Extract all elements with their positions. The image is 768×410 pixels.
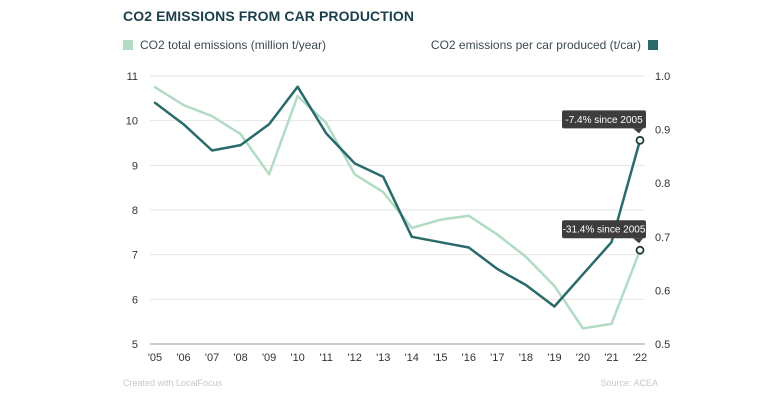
x-axis-tick-label: '21 [604,352,618,364]
x-axis-tick-label: '12 [348,352,362,364]
left-axis-tick-label: 10 [126,116,138,128]
x-axis-tick-label: '14 [405,352,419,364]
footer-source: Source: ACEA [600,378,658,388]
left-axis-tick-label: 7 [132,250,138,262]
annotation-box [562,220,646,239]
annotation-label: -7.4% since 2005 [565,115,643,126]
annotation-box [562,110,646,129]
footer-credit: Created with LocalFocus [123,378,223,388]
left-axis-tick-label: 5 [132,339,138,351]
x-axis-tick-label: '19 [547,352,561,364]
x-axis-tick-label: '07 [205,352,219,364]
right-axis-tick-label: 0.6 [655,285,670,297]
left-axis-tick-label: 11 [127,71,138,83]
series-line-total-emissions [153,85,642,330]
annotation-marker [635,135,645,145]
x-axis-tick-label: '15 [433,352,447,364]
x-axis-tick-label: '09 [262,352,276,364]
x-axis-tick-label: '05 [148,352,162,364]
x-axis-tick-label: '13 [376,352,390,364]
left-axis-tick-label: 6 [132,294,138,306]
right-axis-tick-label: 0.5 [655,339,670,351]
x-axis-tick-label: '20 [576,352,590,364]
right-axis-tick-label: 0.8 [655,178,670,190]
annotation-pointer [633,128,643,134]
chart-title: CO2 EMISSIONS FROM CAR PRODUCTION [123,8,415,24]
x-axis-tick-label: '16 [462,352,476,364]
annotation-label: -31.4% since 2005 [563,225,646,236]
left-axis-tick-label: 8 [132,205,138,217]
right-axis-tick-label: 1.0 [655,71,670,83]
x-axis-tick-label: '06 [176,352,190,364]
right-axis-tick-label: 0.7 [655,232,670,244]
legend-per-car-emissions: CO2 emissions per car produced (t/car) [431,38,658,52]
left-axis-tick-label: 9 [132,160,138,172]
x-axis-tick-label: '18 [519,352,533,364]
x-axis-tick-label: '17 [490,352,504,364]
x-axis-tick-label: '08 [233,352,247,364]
x-axis-tick-label: '10 [290,352,304,364]
series-line-per-car-emissions [153,85,642,308]
legend-label-total: CO2 total emissions (million t/year) [140,38,327,52]
legend-swatch-total [123,40,133,50]
right-axis-tick-label: 0.9 [655,125,670,137]
x-axis-tick-label: '22 [633,352,647,364]
legend-total-emissions: CO2 total emissions (million t/year) [123,38,326,52]
legend-label-per-car: CO2 emissions per car produced (t/car) [430,38,641,52]
annotation-pointer [633,238,643,244]
x-axis-tick-label: '11 [319,352,333,364]
legend-swatch-per-car [648,40,658,50]
annotation-marker [635,245,645,255]
